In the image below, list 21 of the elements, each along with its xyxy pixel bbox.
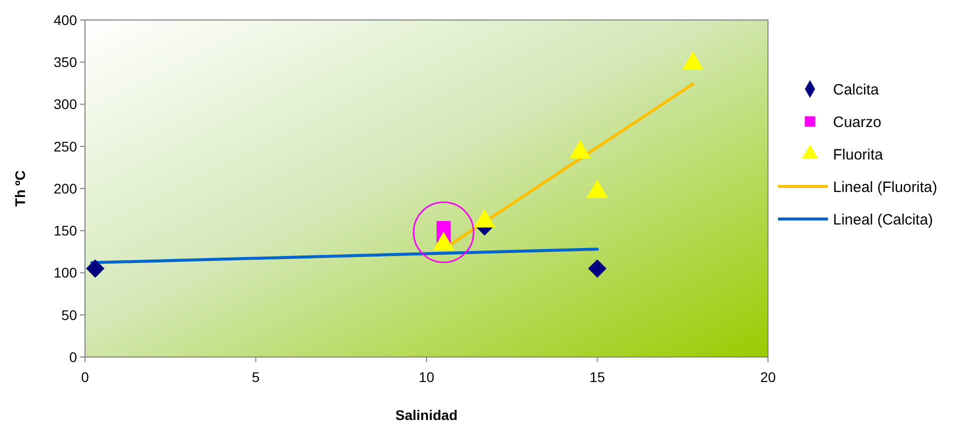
legend-label: Fluorita bbox=[833, 146, 884, 164]
legend-label: Lineal (Fluorita) bbox=[833, 178, 938, 196]
y-tick-label: 400 bbox=[54, 12, 78, 28]
x-tick-label: 10 bbox=[418, 369, 434, 385]
x-tick-label: 0 bbox=[81, 369, 90, 385]
y-axis-title: Th ºC bbox=[12, 170, 28, 207]
x-tick-label: 15 bbox=[589, 369, 606, 385]
y-tick-label: 50 bbox=[61, 306, 78, 323]
x-tick-label: 5 bbox=[252, 369, 260, 385]
y-tick-label: 100 bbox=[54, 264, 78, 281]
y-tick-label: 250 bbox=[54, 138, 78, 154]
x-axis-title: Salinidad bbox=[395, 407, 458, 423]
y-tick-label: 350 bbox=[54, 54, 78, 70]
y-tick-label: 0 bbox=[69, 348, 78, 365]
legend-label: Calcita bbox=[833, 81, 880, 98]
y-tick-label: 200 bbox=[54, 180, 78, 196]
y-tick-label: 300 bbox=[54, 96, 78, 112]
y-tick-label: 150 bbox=[54, 222, 78, 239]
legend-label: Cuarzo bbox=[833, 114, 882, 131]
legend-label: Lineal (Calcita) bbox=[833, 211, 934, 228]
x-tick-label: 20 bbox=[760, 369, 776, 385]
